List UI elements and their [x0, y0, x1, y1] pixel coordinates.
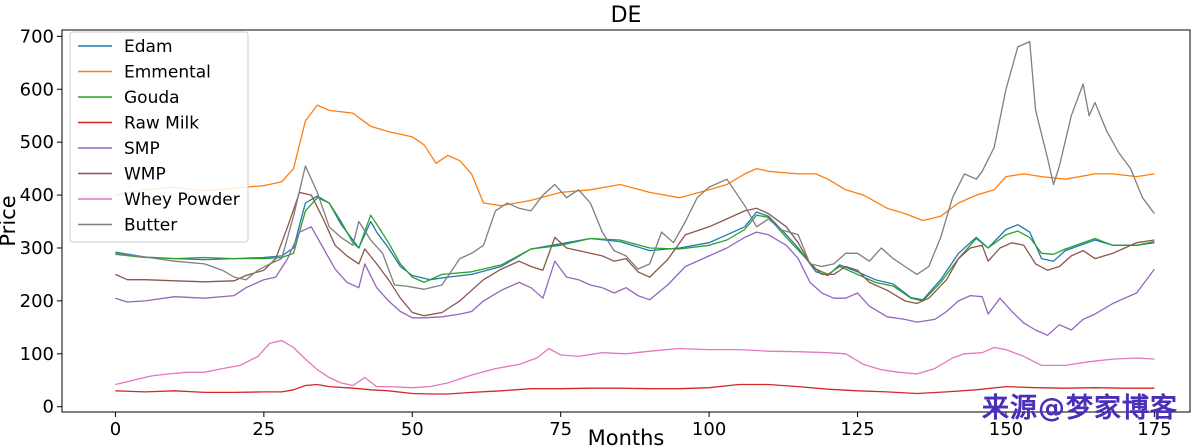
- series-line-edam: [115, 195, 1155, 301]
- x-tick-label: 125: [840, 419, 874, 440]
- series-line-gouda: [115, 197, 1155, 302]
- legend-entry-label: WMP: [124, 165, 166, 185]
- legend-entry-label: Whey Powder: [124, 190, 240, 210]
- x-tick-label: 0: [110, 419, 121, 440]
- y-tick-label: 600: [20, 79, 54, 100]
- plot-lines: [115, 40, 1155, 395]
- y-axis-label: Price: [0, 195, 20, 246]
- series-line-butter: [115, 40, 1155, 290]
- y-tick-label: 200: [20, 291, 54, 312]
- plot-frame: [61, 29, 1191, 413]
- y-axis: 0 100 200 300 400 500 600 700: [20, 26, 62, 418]
- series-line-smp: [115, 226, 1155, 336]
- x-axis: 0 25 50 75 100 125 150 175: [110, 412, 1172, 440]
- series-line-emmental: [115, 104, 1155, 222]
- series-line-whey-powder: [115, 339, 1155, 389]
- y-tick-label: 500: [20, 132, 54, 153]
- y-tick-label: 0: [43, 397, 54, 418]
- y-tick-label: 400: [20, 185, 54, 206]
- x-tick-label: 150: [989, 419, 1023, 440]
- legend-entry-label: Edam: [124, 37, 173, 57]
- legend-box: [69, 31, 249, 243]
- y-tick-label: 100: [20, 344, 54, 365]
- x-tick-label: 25: [252, 419, 275, 440]
- legend-entry-label: SMP: [124, 139, 160, 159]
- series-line-wmp: [115, 191, 1155, 317]
- legend-entry-label: Butter: [124, 216, 177, 236]
- x-tick-label: 75: [549, 419, 572, 440]
- x-axis-label: Months: [588, 426, 665, 447]
- x-tick-label: 175: [1137, 419, 1171, 440]
- chart-title: DE: [611, 3, 642, 28]
- legend: Edam Emmental Gouda Raw Milk SMP WMP Whey Powd…: [69, 31, 249, 243]
- x-tick-label: 50: [401, 419, 424, 440]
- legend-entry-label: Gouda: [124, 88, 180, 108]
- legend-entry-label: Emmental: [124, 63, 211, 83]
- watermark-text: 来源@梦家博客: [982, 393, 1178, 424]
- y-tick-label: 300: [20, 238, 54, 259]
- series-line-raw-milk: [115, 383, 1155, 395]
- y-tick-label: 700: [20, 26, 54, 47]
- x-tick-label: 100: [692, 419, 726, 440]
- legend-entry-label: Raw Milk: [124, 114, 199, 134]
